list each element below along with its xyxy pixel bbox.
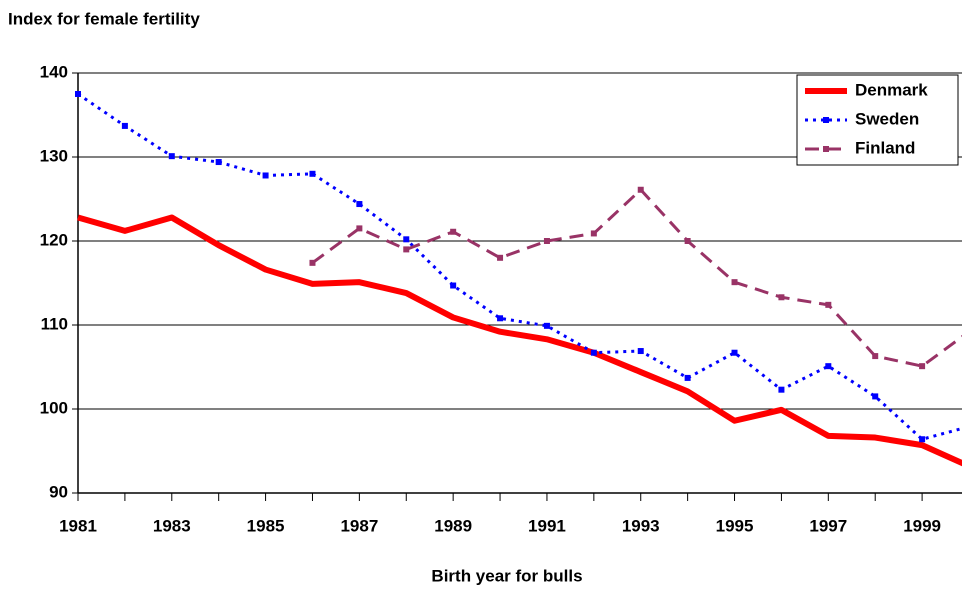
point-marker (543, 238, 550, 244)
point-marker (75, 91, 81, 97)
point-marker (731, 349, 738, 356)
x-tick-label: 1989 (434, 516, 472, 535)
point-marker (403, 246, 410, 253)
point-marker (590, 230, 597, 237)
legend-label: Sweden (855, 109, 919, 128)
point-marker (262, 172, 269, 179)
point-marker (450, 282, 457, 289)
point-marker (919, 436, 926, 443)
legend: Denmark Sweden Finland (796, 74, 959, 166)
point-marker (919, 363, 926, 370)
legend-marker (823, 146, 829, 152)
point-marker (497, 315, 504, 322)
x-tick-label: 1983 (153, 516, 191, 535)
point-marker (778, 386, 785, 393)
y-tick-label: 100 (40, 398, 68, 417)
legend-label: Finland (855, 138, 915, 157)
x-tick-label: 1999 (903, 516, 941, 535)
point-marker (825, 301, 832, 308)
point-marker (872, 353, 879, 360)
point-marker (590, 349, 597, 356)
x-axis-title: Birth year for bulls (431, 566, 582, 585)
y-tick-label: 120 (40, 230, 68, 249)
point-marker (684, 374, 691, 381)
point-marker (684, 238, 691, 244)
point-marker (497, 254, 504, 261)
point-marker (872, 393, 879, 400)
point-marker (450, 228, 457, 235)
point-marker (778, 294, 785, 301)
y-tick-label: 110 (41, 314, 68, 333)
x-tick-label: 1991 (528, 516, 566, 535)
point-marker (825, 363, 832, 370)
legend-marker (823, 117, 829, 123)
point-marker (637, 348, 644, 355)
y-tick-label: 90 (49, 482, 68, 501)
y-axis-title: Index for female fertility (8, 9, 200, 28)
x-tick-label: 1981 (59, 516, 97, 535)
x-tick-label: 1987 (340, 516, 378, 535)
point-marker (168, 153, 175, 160)
point-marker (309, 170, 316, 177)
point-marker (215, 159, 222, 166)
point-marker (309, 259, 316, 266)
x-tick-label: 1985 (247, 516, 285, 535)
point-marker (403, 236, 410, 243)
point-marker (121, 122, 128, 129)
y-tick-label: 140 (40, 62, 68, 81)
point-marker (543, 322, 550, 329)
legend-label: Denmark (855, 80, 928, 99)
point-marker (356, 201, 363, 208)
series-line (311, 188, 962, 368)
x-tick-label: 1997 (809, 516, 847, 535)
x-tick-label: 1995 (716, 516, 754, 535)
series-line (77, 214, 962, 467)
x-tick-label: 1993 (622, 516, 660, 535)
y-tick-label: 130 (40, 146, 68, 165)
point-marker (356, 225, 363, 232)
point-marker (731, 279, 738, 286)
point-marker (637, 186, 644, 193)
